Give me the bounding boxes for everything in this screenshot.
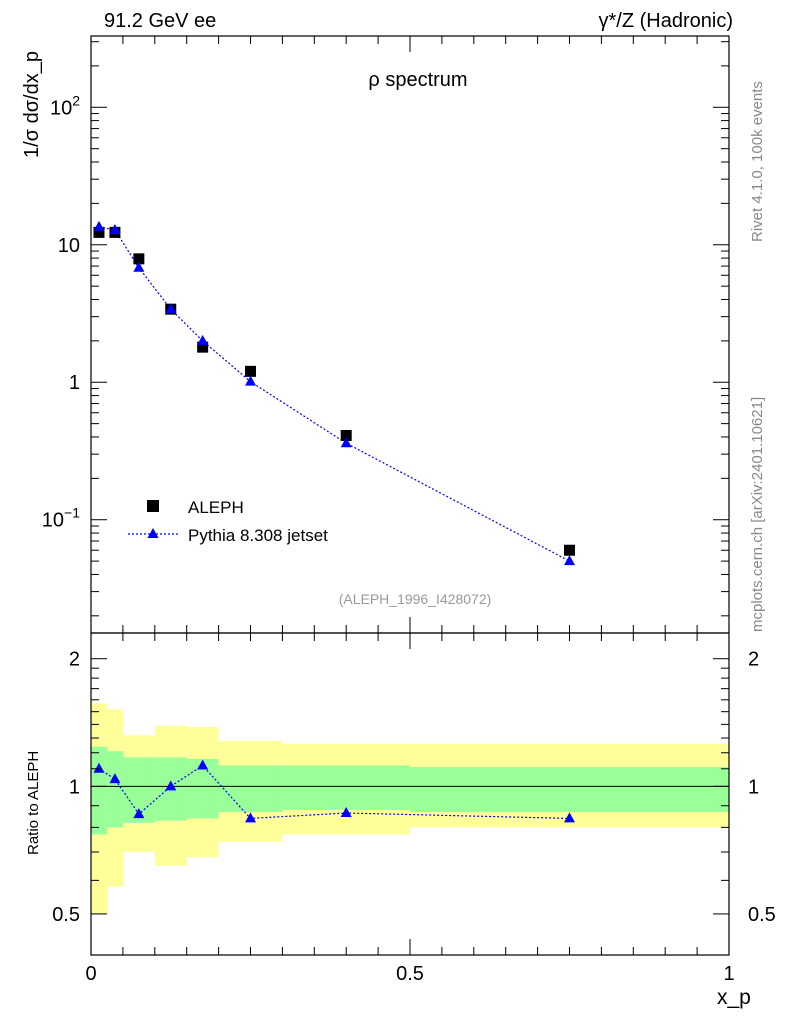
ratio-band-inner bbox=[91, 746, 107, 835]
aleph-point bbox=[133, 253, 145, 265]
y-tick-label: 10−1 bbox=[42, 505, 80, 532]
aleph-point bbox=[564, 544, 575, 556]
y-tick-label: 102 bbox=[50, 92, 80, 119]
watermark: (ALEPH_1996_I428072) bbox=[339, 591, 492, 607]
aleph-point bbox=[245, 365, 256, 377]
ratio-point bbox=[109, 773, 121, 784]
y-tick-label: 1 bbox=[69, 372, 80, 394]
ratio-point bbox=[197, 759, 209, 770]
ratio-y-tick-label: 2 bbox=[69, 649, 80, 671]
ratio-y-label: Ratio to ALEPH bbox=[25, 751, 42, 855]
pythia-point bbox=[133, 261, 145, 272]
ratio-point bbox=[340, 807, 352, 818]
legend-aleph-marker bbox=[147, 500, 159, 512]
y-tick-label-base: 10 bbox=[42, 510, 64, 532]
x-tick-label: 1 bbox=[723, 963, 734, 985]
y-axis-label-text: 1/σ dσ/dx_p bbox=[21, 51, 43, 158]
side-text-bottom: mcplots.cern.ch [arXiv:2401.10621] bbox=[749, 397, 766, 632]
aleph-point bbox=[197, 341, 209, 353]
x-tick-label: 0 bbox=[85, 963, 96, 985]
x-axis-label: x_p bbox=[717, 986, 751, 1009]
y-axis-label: 1/σ dσ/dx_p bbox=[21, 51, 43, 158]
aleph-point bbox=[93, 226, 105, 238]
side-text-top: Rivet 4.1.0, 100k events bbox=[749, 81, 766, 242]
main-plot bbox=[93, 220, 575, 566]
ratio-point bbox=[165, 780, 177, 791]
main-frame bbox=[90, 35, 730, 634]
pythia-point bbox=[564, 555, 575, 566]
svg-text:1/σ dσ/dx_p: 1/σ dσ/dx_p bbox=[21, 51, 43, 158]
ratio-y-tick-label-right: 0.5 bbox=[748, 904, 776, 926]
chart-title: ρ spectrum bbox=[368, 69, 467, 91]
ratio-band-inner bbox=[410, 767, 729, 812]
header-right: γ*/Z (Hadronic) bbox=[599, 10, 733, 32]
ratio-line bbox=[98, 764, 570, 820]
y-tick-label: 10 bbox=[58, 235, 80, 257]
pythia-point bbox=[245, 375, 256, 386]
ratio-y-tick-label: 1 bbox=[69, 776, 80, 798]
pythia-point bbox=[165, 303, 177, 314]
ratio-y-tick-label-right: 2 bbox=[748, 649, 759, 671]
legend-pythia-marker bbox=[147, 528, 159, 538]
legend-aleph-label: ALEPH bbox=[188, 498, 244, 517]
pythia-point bbox=[93, 220, 105, 231]
ratio-band-inner bbox=[218, 765, 283, 812]
x-tick-label: 0.5 bbox=[396, 963, 424, 985]
pythia-point bbox=[197, 334, 209, 345]
ratio-band-inner bbox=[106, 751, 123, 828]
y-tick-label-base: 10 bbox=[50, 97, 72, 119]
header-left: 91.2 GeV ee bbox=[104, 10, 216, 32]
pythia-point bbox=[109, 224, 121, 235]
y-tick-label-exp: −1 bbox=[64, 505, 80, 521]
ratio-band-inner bbox=[282, 765, 410, 810]
ratio-bands bbox=[91, 703, 729, 914]
legend: ALEPH Pythia 8.308 jetset bbox=[128, 498, 328, 545]
legend-pythia-label: Pythia 8.308 jetset bbox=[188, 526, 328, 545]
ratio-y-tick-label: 0.5 bbox=[52, 904, 80, 926]
ratio-point bbox=[245, 812, 256, 823]
y-tick-label-exp: 2 bbox=[72, 92, 80, 108]
aleph-point bbox=[340, 429, 352, 441]
pythia-point bbox=[340, 437, 352, 448]
ratio-y-tick-label-right: 1 bbox=[748, 776, 759, 798]
ratio-point bbox=[133, 808, 145, 819]
ratio-point bbox=[564, 812, 575, 823]
pythia-line bbox=[98, 226, 570, 562]
ratio-plot bbox=[93, 759, 575, 823]
ratio-point bbox=[93, 762, 105, 773]
